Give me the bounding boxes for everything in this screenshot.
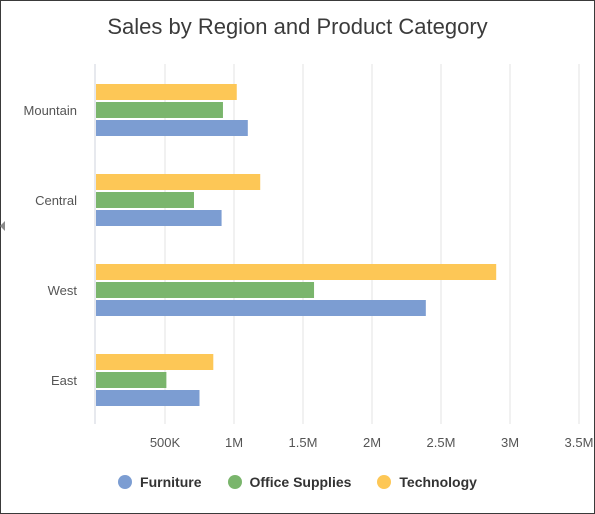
chart-legend: Furniture Office Supplies Technology bbox=[0, 474, 595, 490]
legend-swatch-office-supplies bbox=[227, 475, 242, 489]
x-tick-label: 1M bbox=[225, 435, 243, 450]
x-tick-label: 2.5M bbox=[427, 435, 456, 450]
legend-label-furniture: Furniture bbox=[140, 474, 202, 490]
legend-item-office-supplies[interactable]: Office Supplies bbox=[227, 474, 352, 490]
x-tick-label: 3.5M bbox=[565, 435, 594, 450]
chart-title: Sales by Region and Product Category bbox=[107, 14, 488, 39]
y-category-label-central: Central bbox=[35, 193, 77, 208]
x-tick-label: 2M bbox=[363, 435, 381, 450]
bar-west-furniture bbox=[96, 300, 426, 316]
legend-item-furniture[interactable]: Furniture bbox=[118, 474, 202, 490]
x-tick-label: 1.5M bbox=[289, 435, 318, 450]
collapse-arrow-icon[interactable] bbox=[0, 221, 5, 231]
bar-mountain-technology bbox=[96, 84, 237, 100]
bar-mountain-furniture bbox=[96, 120, 248, 136]
y-category-label-west: West bbox=[48, 283, 78, 298]
bar-east-technology bbox=[96, 354, 214, 370]
bar-central-furniture bbox=[96, 210, 222, 226]
bar-east-furniture bbox=[96, 390, 200, 406]
bar-central-office-supplies bbox=[96, 192, 194, 208]
bar-central-technology bbox=[96, 174, 261, 190]
legend-swatch-furniture bbox=[118, 475, 133, 489]
legend-item-technology[interactable]: Technology bbox=[377, 474, 477, 490]
x-tick-label: 3M bbox=[501, 435, 519, 450]
x-tick-label: 500K bbox=[150, 435, 181, 450]
legend-swatch-technology bbox=[377, 475, 392, 489]
bar-west-office-supplies bbox=[96, 282, 315, 298]
bar-west-technology bbox=[96, 264, 497, 280]
legend-label-technology: Technology bbox=[399, 474, 477, 490]
bar-mountain-office-supplies bbox=[96, 102, 223, 118]
bar-east-office-supplies bbox=[96, 372, 167, 388]
y-category-label-mountain: Mountain bbox=[24, 103, 77, 118]
y-category-label-east: East bbox=[51, 373, 77, 388]
legend-label-office-supplies: Office Supplies bbox=[249, 474, 352, 490]
